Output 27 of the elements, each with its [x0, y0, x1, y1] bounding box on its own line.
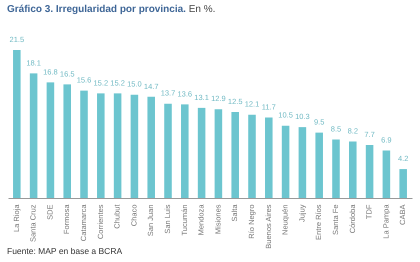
bar [382, 150, 390, 198]
bar [13, 50, 21, 198]
bar [315, 132, 323, 198]
bar [30, 73, 38, 198]
bar [214, 109, 222, 198]
bar [248, 114, 256, 198]
bar [130, 94, 138, 198]
bar [298, 127, 306, 198]
bar [399, 169, 407, 198]
bar [97, 93, 105, 198]
bar [265, 117, 273, 198]
bar [46, 82, 54, 198]
bar [80, 90, 88, 198]
chart-subtitle: En %. [188, 4, 216, 15]
bar [332, 139, 340, 198]
bar [198, 108, 206, 198]
bar [366, 144, 374, 198]
bar [349, 142, 357, 198]
bar [147, 96, 155, 198]
bar [181, 104, 189, 198]
bar [63, 84, 71, 198]
bar [114, 93, 122, 198]
chart-title: Gráfico 3. Irregularidad por provincia. [7, 4, 186, 15]
bar [231, 112, 239, 198]
bar [164, 104, 172, 198]
source-note: Fuente: MAP en base a BCRA [7, 246, 122, 256]
bar [282, 126, 290, 198]
